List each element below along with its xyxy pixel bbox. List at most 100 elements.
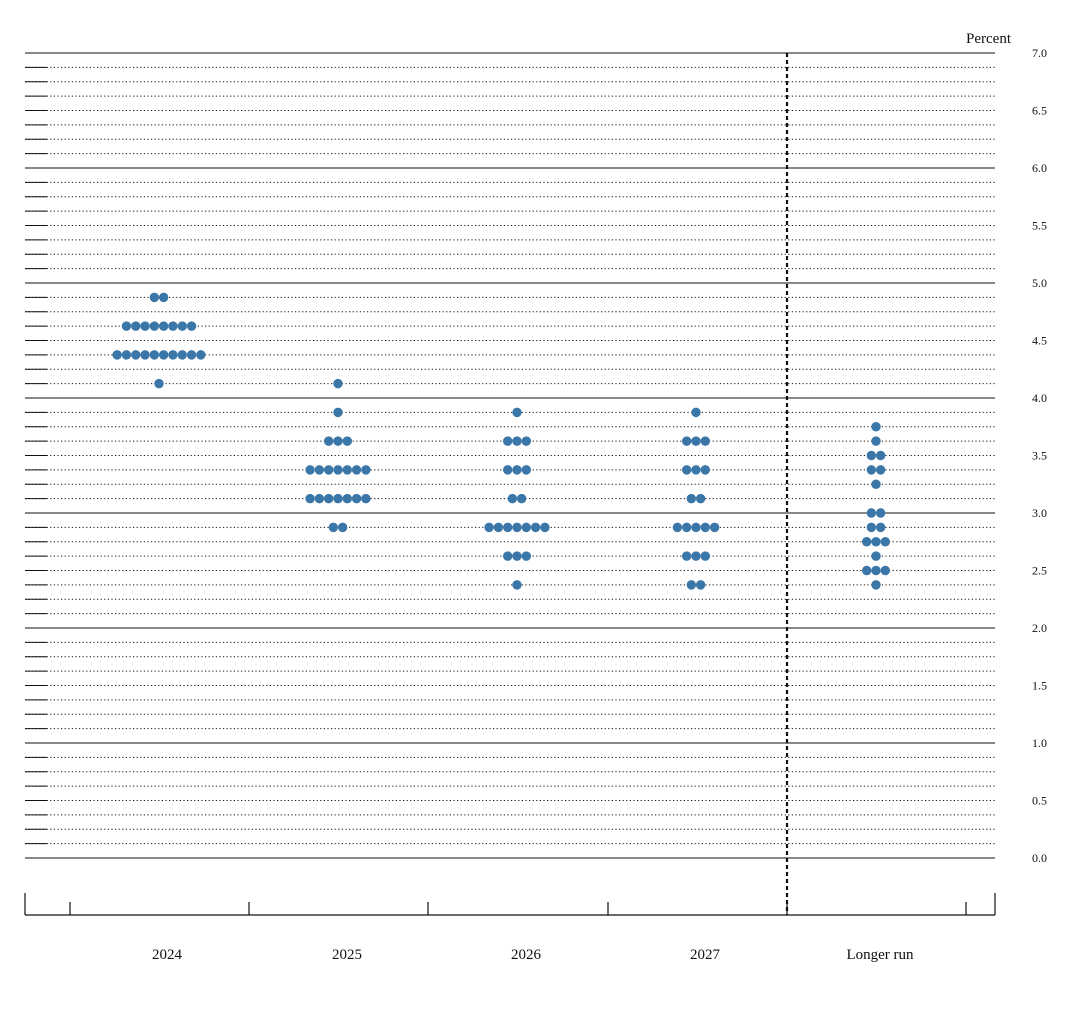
x-axis: 2024 2025 2026 2027 Longer run bbox=[24, 893, 996, 963]
projection-dot bbox=[186, 321, 197, 331]
projection-dot bbox=[691, 407, 701, 418]
projection-dot bbox=[871, 580, 881, 590]
projection-dot bbox=[168, 321, 178, 331]
y-tick-label: 6.0 bbox=[1032, 161, 1047, 175]
projection-dot bbox=[880, 537, 890, 547]
dots-layer bbox=[112, 292, 890, 590]
projection-dot bbox=[328, 522, 339, 533]
projection-dot bbox=[862, 565, 872, 576]
projection-dot bbox=[503, 436, 513, 446]
projection-dot bbox=[871, 565, 881, 576]
projection-dot bbox=[866, 465, 877, 475]
projection-dot bbox=[516, 493, 527, 504]
projection-dot bbox=[351, 465, 362, 475]
projection-dot bbox=[305, 493, 315, 504]
projection-dot bbox=[700, 436, 710, 446]
projection-dot bbox=[177, 350, 187, 360]
projection-dot bbox=[871, 436, 881, 446]
projection-dot bbox=[521, 522, 531, 533]
projection-dot bbox=[540, 522, 550, 533]
projection-dot bbox=[314, 465, 325, 475]
projection-dot bbox=[493, 522, 504, 533]
y-tick-label: 4.0 bbox=[1032, 391, 1047, 405]
y-tick-label: 5.5 bbox=[1032, 219, 1047, 233]
projection-dot bbox=[131, 321, 141, 331]
projection-dot bbox=[686, 493, 697, 504]
projection-dot bbox=[324, 465, 334, 475]
projection-dot bbox=[503, 551, 513, 561]
projection-dot bbox=[342, 465, 352, 475]
projection-dot bbox=[686, 580, 697, 590]
x-tick-label: 2027 bbox=[690, 947, 721, 963]
y-tick-label: 2.5 bbox=[1032, 564, 1047, 578]
projection-dot bbox=[140, 350, 150, 360]
projection-dot bbox=[866, 450, 877, 461]
y-tick-label: 0.5 bbox=[1032, 794, 1047, 808]
y-tick-label: 4.5 bbox=[1032, 334, 1047, 348]
y-tick-label: 5.0 bbox=[1032, 276, 1047, 290]
y-tick-label: 7.0 bbox=[1032, 46, 1047, 60]
x-tick-label: 2026 bbox=[511, 947, 542, 963]
projection-dot bbox=[512, 580, 522, 590]
x-tick-label: Longer run bbox=[846, 947, 914, 963]
x-tick-label: 2025 bbox=[332, 947, 362, 963]
projection-dot bbox=[361, 493, 371, 504]
projection-dot bbox=[361, 465, 371, 475]
y-axis-unit-label: Percent bbox=[966, 31, 1012, 47]
projection-dot bbox=[324, 493, 334, 504]
projection-dot bbox=[875, 522, 886, 533]
projection-dot bbox=[507, 493, 518, 504]
projection-dot bbox=[186, 350, 197, 360]
projection-dot bbox=[521, 436, 531, 446]
projection-dot bbox=[695, 580, 706, 590]
y-tick-label: 0.0 bbox=[1032, 851, 1047, 865]
projection-dot bbox=[512, 465, 522, 475]
projection-dot bbox=[333, 378, 343, 389]
y-tick-label: 3.0 bbox=[1032, 506, 1047, 520]
projection-dot bbox=[158, 321, 169, 331]
projection-dot bbox=[484, 522, 494, 533]
projection-dot bbox=[503, 522, 513, 533]
projection-dot bbox=[691, 551, 701, 561]
projection-dot bbox=[149, 292, 160, 303]
y-tick-label: 2.0 bbox=[1032, 621, 1047, 635]
projection-dot bbox=[871, 537, 881, 547]
y-axis-labels: 0.0 0.5 1.0 1.5 2.0 2.5 3.0 3.5 4.0 4.5 5.0 5.5 6.0 6… bbox=[1032, 46, 1047, 865]
projection-dot bbox=[342, 436, 352, 446]
projection-dot bbox=[158, 292, 169, 303]
projection-dot bbox=[305, 465, 315, 475]
projection-dot bbox=[862, 537, 872, 547]
y-tick-label: 3.5 bbox=[1032, 449, 1047, 463]
projection-dot bbox=[691, 465, 701, 475]
projection-dot bbox=[672, 522, 683, 533]
projection-dot bbox=[709, 522, 720, 533]
projection-dot bbox=[700, 522, 710, 533]
projection-dot bbox=[314, 493, 325, 504]
projection-dot bbox=[337, 522, 348, 533]
projection-dot bbox=[866, 522, 877, 533]
gridlines-layer bbox=[25, 52, 995, 859]
projection-dot bbox=[121, 350, 132, 360]
projection-dot bbox=[351, 493, 362, 504]
projection-dot bbox=[866, 508, 877, 518]
y-tick-label: 6.5 bbox=[1032, 104, 1047, 118]
projection-dot bbox=[333, 436, 343, 446]
projection-dot bbox=[875, 508, 886, 518]
projection-dot bbox=[682, 436, 692, 446]
projection-dot bbox=[512, 551, 522, 561]
y-tick-label: 1.0 bbox=[1032, 736, 1047, 750]
x-tick-label: 2024 bbox=[152, 947, 183, 963]
projection-dot bbox=[333, 493, 343, 504]
projection-dot bbox=[871, 551, 881, 561]
projection-dot bbox=[140, 321, 150, 331]
projection-dot bbox=[871, 479, 881, 489]
projection-dot bbox=[333, 407, 343, 418]
projection-dot bbox=[177, 321, 187, 331]
y-tick-label: 1.5 bbox=[1032, 679, 1047, 693]
projection-dot bbox=[333, 465, 343, 475]
projection-dot bbox=[691, 436, 701, 446]
projection-dot bbox=[154, 378, 164, 389]
projection-dot bbox=[112, 350, 122, 360]
